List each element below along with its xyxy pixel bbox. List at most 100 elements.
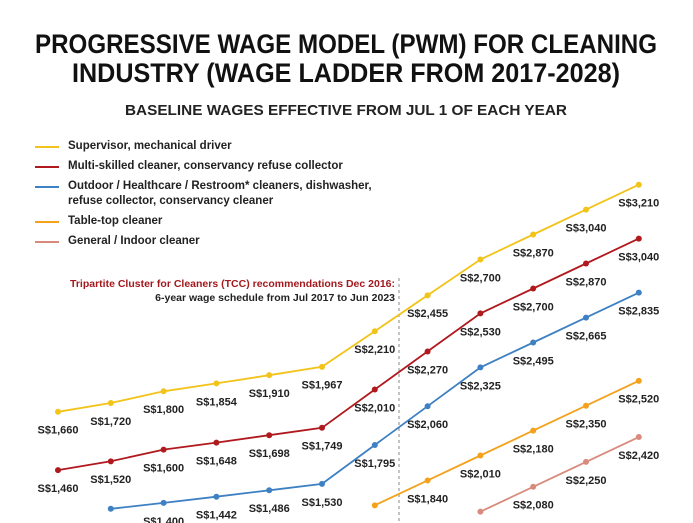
data-point xyxy=(477,452,484,459)
data-point xyxy=(213,439,220,446)
chart-title: PROGRESSIVE WAGE MODEL (PWM) FOR CLEANIN… xyxy=(35,29,657,59)
chart-subtitle: BASELINE WAGES EFFECTIVE FROM JUL 1 OF E… xyxy=(125,102,567,119)
data-point xyxy=(635,289,642,296)
data-label: S$2,520 xyxy=(618,394,659,406)
data-label: S$2,870 xyxy=(513,247,554,259)
legend-swatch xyxy=(35,146,59,148)
data-point xyxy=(424,477,431,484)
chart-title: INDUSTRY (WAGE LADDER FROM 2017-2028) xyxy=(72,58,620,88)
data-label: S$2,420 xyxy=(618,450,659,462)
data-point xyxy=(635,181,642,188)
data-label: S$1,520 xyxy=(90,474,131,486)
data-point xyxy=(477,364,484,371)
data-point xyxy=(266,432,273,439)
data-label: S$2,270 xyxy=(407,364,448,376)
legend-item: Outdoor / Healthcare / Restroom* cleaner… xyxy=(35,179,375,209)
data-point xyxy=(319,480,325,487)
data-label: S$2,010 xyxy=(460,468,501,480)
legend-swatch xyxy=(35,241,59,243)
data-point xyxy=(371,328,378,335)
data-point xyxy=(530,427,537,434)
legend-swatch xyxy=(35,166,59,168)
data-label: S$1,648 xyxy=(196,455,237,467)
data-point xyxy=(477,310,484,317)
data-label: S$2,495 xyxy=(513,355,554,367)
data-point xyxy=(160,446,167,453)
legend-label: Outdoor / Healthcare / Restroom* cleaner… xyxy=(68,180,372,207)
data-label: S$1,910 xyxy=(249,388,290,400)
data-label: S$2,700 xyxy=(460,272,501,284)
data-point xyxy=(583,260,589,267)
data-label: S$1,967 xyxy=(302,380,343,392)
data-point xyxy=(213,493,220,500)
data-point xyxy=(371,502,378,509)
data-point xyxy=(107,458,114,465)
legend-swatch xyxy=(35,221,59,223)
legend-item: General / Indoor cleaner xyxy=(35,234,375,249)
legend-label: General / Indoor cleaner xyxy=(68,235,200,247)
data-label: S$2,180 xyxy=(513,444,554,456)
data-point xyxy=(530,231,537,238)
data-point xyxy=(530,285,537,292)
series-line xyxy=(57,183,640,413)
legend-item: Multi-skilled cleaner, conservancy refus… xyxy=(35,159,375,174)
data-point xyxy=(583,314,589,321)
annotation: 6-year wage schedule from Jul 2017 to Ju… xyxy=(155,292,395,304)
data-point xyxy=(477,256,484,263)
series-line xyxy=(110,291,640,510)
data-label: S$1,400 xyxy=(143,516,184,523)
legend-item: Supervisor, mechanical driver xyxy=(35,139,375,154)
annotation: Tripartite Cluster for Cleaners (TCC) re… xyxy=(70,278,395,290)
data-point xyxy=(107,400,114,407)
data-label: S$1,600 xyxy=(143,463,184,475)
data-label: S$3,040 xyxy=(618,252,659,264)
data-point xyxy=(635,377,642,384)
data-label: S$1,460 xyxy=(38,483,79,495)
data-label: S$2,700 xyxy=(513,301,554,313)
data-point xyxy=(424,403,431,410)
data-label: S$2,080 xyxy=(513,500,554,512)
data-label: S$2,060 xyxy=(407,419,448,431)
data-point xyxy=(583,458,589,465)
data-point xyxy=(583,206,589,213)
data-label: S$1,720 xyxy=(90,416,131,428)
data-point xyxy=(424,348,431,355)
legend-label: Multi-skilled cleaner, conservancy refus… xyxy=(68,160,343,172)
data-label: S$1,660 xyxy=(38,425,79,437)
data-point xyxy=(213,380,220,387)
data-point xyxy=(160,499,167,506)
data-label: S$1,530 xyxy=(302,497,343,509)
series-line xyxy=(374,379,640,507)
data-label: S$1,486 xyxy=(249,503,290,515)
data-label: S$1,795 xyxy=(354,458,395,470)
data-point xyxy=(583,402,589,409)
legend-label: Table-top cleaner xyxy=(68,215,163,227)
data-label: S$2,835 xyxy=(618,306,659,318)
data-point xyxy=(266,487,273,494)
data-label: S$1,442 xyxy=(196,510,237,522)
series-line xyxy=(57,237,640,471)
data-point xyxy=(530,339,537,346)
legend-swatch xyxy=(35,186,59,188)
data-point xyxy=(424,292,431,299)
data-label: S$2,455 xyxy=(407,308,448,320)
data-label: S$1,749 xyxy=(302,441,343,453)
legend-item: Table-top cleaner xyxy=(35,214,375,229)
series-line xyxy=(480,436,640,513)
legend-label: Supervisor, mechanical driver xyxy=(68,140,232,152)
data-label: S$1,840 xyxy=(407,493,448,505)
data-label: S$2,010 xyxy=(354,402,395,414)
data-label: S$2,350 xyxy=(566,419,607,431)
data-label: S$1,854 xyxy=(196,396,238,408)
data-point xyxy=(266,372,273,379)
data-point xyxy=(55,408,61,415)
data-point xyxy=(530,483,537,490)
data-point xyxy=(319,424,325,431)
data-label: S$2,210 xyxy=(354,344,395,356)
data-point xyxy=(319,363,325,370)
data-label: S$2,325 xyxy=(460,380,501,392)
data-label: S$3,210 xyxy=(618,198,659,210)
data-point xyxy=(55,467,61,474)
